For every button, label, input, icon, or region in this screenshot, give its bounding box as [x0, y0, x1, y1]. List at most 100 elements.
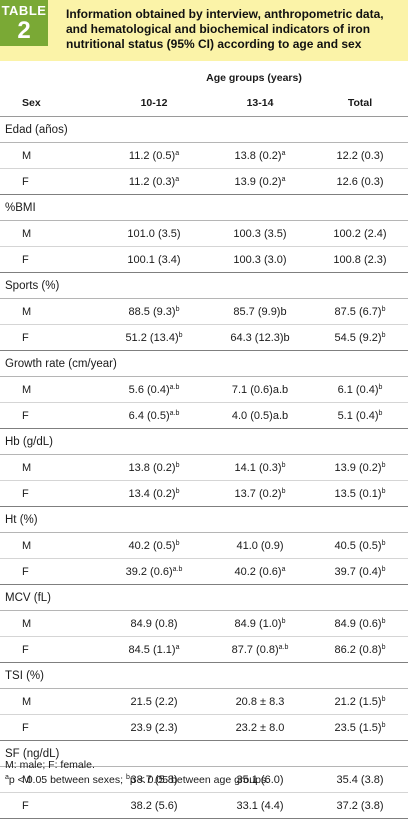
sex-cell: F: [0, 402, 100, 429]
value-13-14: 13.9 (0.2): [234, 175, 282, 188]
table-row: M 21.5 (2.2) 20.8 ± 8.3 21.2 (1.5)b: [0, 688, 408, 715]
value-10-12-cell: 5.6 (0.4)a.b: [100, 376, 208, 403]
sex-cell: F: [0, 246, 100, 273]
significance-mark: b: [175, 487, 180, 495]
value-13-14-cell: 13.7 (0.2)b: [208, 480, 312, 507]
value-10-12: 11.2 (0.5): [128, 149, 176, 162]
value-13-14-cell: 23.2 ± 8.0: [208, 714, 312, 741]
value-total-cell: 37.2 (3.8): [312, 792, 408, 819]
value-10-12: 51.2 (13.4): [125, 331, 179, 344]
significance-mark: b: [381, 305, 386, 313]
value-total-cell: 39.7 (0.4)b: [312, 558, 408, 585]
significance-mark: b: [281, 487, 286, 495]
table-row: F 100.1 (3.4) 100.3 (3.0) 100.8 (2.3): [0, 246, 408, 273]
value-13-14-cell: 7.1 (0.6)a.b: [208, 376, 312, 403]
value-total-cell: 84.9 (0.6)b: [312, 610, 408, 637]
value-13-14-cell: 100.3 (3.5): [208, 220, 312, 247]
sex-cell: F: [0, 168, 100, 195]
sex-cell: M: [0, 142, 100, 169]
value-10-12-cell: 13.4 (0.2)b: [100, 480, 208, 507]
table-row: F 84.5 (1.1)a 87.7 (0.8)a.b 86.2 (0.8)b: [0, 636, 408, 663]
table-row: F 38.2 (5.6) 33.1 (4.4) 37.2 (3.8): [0, 792, 408, 819]
col-header-10-12: 10-12: [100, 90, 208, 117]
value-10-12: 84.9 (0.8): [130, 617, 178, 630]
column-header-row: Sex 10-12 13-14 Total: [0, 90, 408, 117]
value-13-14-cell: 13.9 (0.2)a: [208, 168, 312, 195]
significance-mark: b: [281, 617, 286, 625]
value-10-12-cell: 38.7 (5.8): [100, 766, 208, 793]
age-groups-header: Age groups (years): [206, 72, 302, 84]
value-10-12: 88.5 (9.3): [128, 305, 176, 318]
section-label: TSI (%): [0, 662, 408, 689]
significance-mark: b: [381, 461, 386, 469]
value-total-cell: 100.8 (2.3): [312, 246, 408, 273]
value-total-cell: 6.1 (0.4)b: [312, 376, 408, 403]
footnote-a-mark: a: [5, 774, 9, 781]
footnote-b-text: p < 0.05 between age groups.: [129, 774, 270, 786]
footnote-a-text: p < 0.05 between sexes;: [8, 774, 126, 786]
table-row: M 101.0 (3.5) 100.3 (3.5) 100.2 (2.4): [0, 220, 408, 247]
section-row: Sports (%): [0, 272, 408, 299]
significance-mark: a: [175, 643, 180, 651]
section-label: %BMI: [0, 194, 408, 221]
value-10-12: 6.4 (0.5): [128, 409, 170, 422]
table-row: M 40.2 (0.5)b 41.0 (0.9) 40.5 (0.5)b: [0, 532, 408, 559]
value-13-14-cell: 13.8 (0.2)a: [208, 142, 312, 169]
value-total-cell: 35.4 (3.8): [312, 766, 408, 793]
value-13-14: 13.7 (0.2): [234, 487, 282, 500]
sex-cell: M: [0, 220, 100, 247]
value-13-14: 4.0 (0.5)a.b: [231, 409, 289, 422]
value-total-cell: 13.5 (0.1)b: [312, 480, 408, 507]
table-row: F 6.4 (0.5)a.b 4.0 (0.5)a.b 5.1 (0.4)b: [0, 402, 408, 429]
value-total-cell: 40.5 (0.5)b: [312, 532, 408, 559]
value-13-14-cell: 64.3 (12.3)b: [208, 324, 312, 351]
value-13-14: 85.7 (9.9)b: [233, 305, 287, 318]
value-10-12: 13.8 (0.2): [128, 461, 176, 474]
table-row: M 88.5 (9.3)b 85.7 (9.9)b 87.5 (6.7)b: [0, 298, 408, 325]
value-13-14: 33.1 (4.4): [236, 799, 284, 812]
value-total-cell: 23.5 (1.5)b: [312, 714, 408, 741]
footnote-significance: ap < 0.05 between sexes; bp < 0.05 betwe…: [5, 773, 405, 788]
value-total: 5.1 (0.4): [337, 409, 379, 422]
sex-cell: M: [0, 688, 100, 715]
significance-mark: a: [281, 565, 286, 573]
significance-mark: b: [175, 305, 180, 313]
section-row: Ht (%): [0, 506, 408, 533]
value-total: 100.8 (2.3): [333, 253, 387, 266]
value-13-14-cell: 84.9 (1.0)b: [208, 610, 312, 637]
value-13-14: 100.3 (3.0): [233, 253, 287, 266]
value-13-14-cell: 85.7 (9.9)b: [208, 298, 312, 325]
significance-mark: b: [381, 331, 386, 339]
value-total-cell: 5.1 (0.4)b: [312, 402, 408, 429]
value-13-14: 100.3 (3.5): [233, 227, 287, 240]
significance-mark: b: [381, 721, 386, 729]
significance-mark: b: [381, 565, 386, 573]
significance-mark: a: [281, 149, 286, 157]
table-row: M 13.8 (0.2)b 14.1 (0.3)b 13.9 (0.2)b: [0, 454, 408, 481]
significance-mark: a.b: [278, 643, 289, 651]
value-total: 12.6 (0.3): [336, 175, 384, 188]
value-10-12-cell: 84.5 (1.1)a: [100, 636, 208, 663]
significance-mark: a.b: [169, 409, 180, 417]
value-10-12: 21.5 (2.2): [130, 695, 178, 708]
value-total: 87.5 (6.7): [334, 305, 382, 318]
significance-mark: b: [175, 461, 180, 469]
value-10-12: 100.1 (3.4): [127, 253, 181, 266]
value-total: 12.2 (0.3): [336, 149, 384, 162]
value-total: 54.5 (9.2): [334, 331, 382, 344]
sex-cell: F: [0, 792, 100, 819]
value-total: 40.5 (0.5): [334, 539, 382, 552]
value-total-cell: 87.5 (6.7)b: [312, 298, 408, 325]
value-total: 39.7 (0.4): [334, 565, 382, 578]
sex-cell: M: [0, 610, 100, 637]
col-header-13-14: 13-14: [208, 90, 312, 117]
significance-mark: b: [381, 643, 386, 651]
value-13-14: 64.3 (12.3)b: [230, 331, 290, 344]
value-13-14: 35.1 (6.0): [236, 773, 284, 786]
value-10-12: 23.9 (2.3): [130, 721, 178, 734]
group-header-row: Age groups (years): [0, 66, 408, 90]
value-10-12-cell: 88.5 (9.3)b: [100, 298, 208, 325]
section-row: Growth rate (cm/year): [0, 350, 408, 377]
value-10-12: 38.2 (5.6): [130, 799, 178, 812]
table-footnotes: M: male; F: female. ap < 0.05 between se…: [5, 758, 405, 788]
